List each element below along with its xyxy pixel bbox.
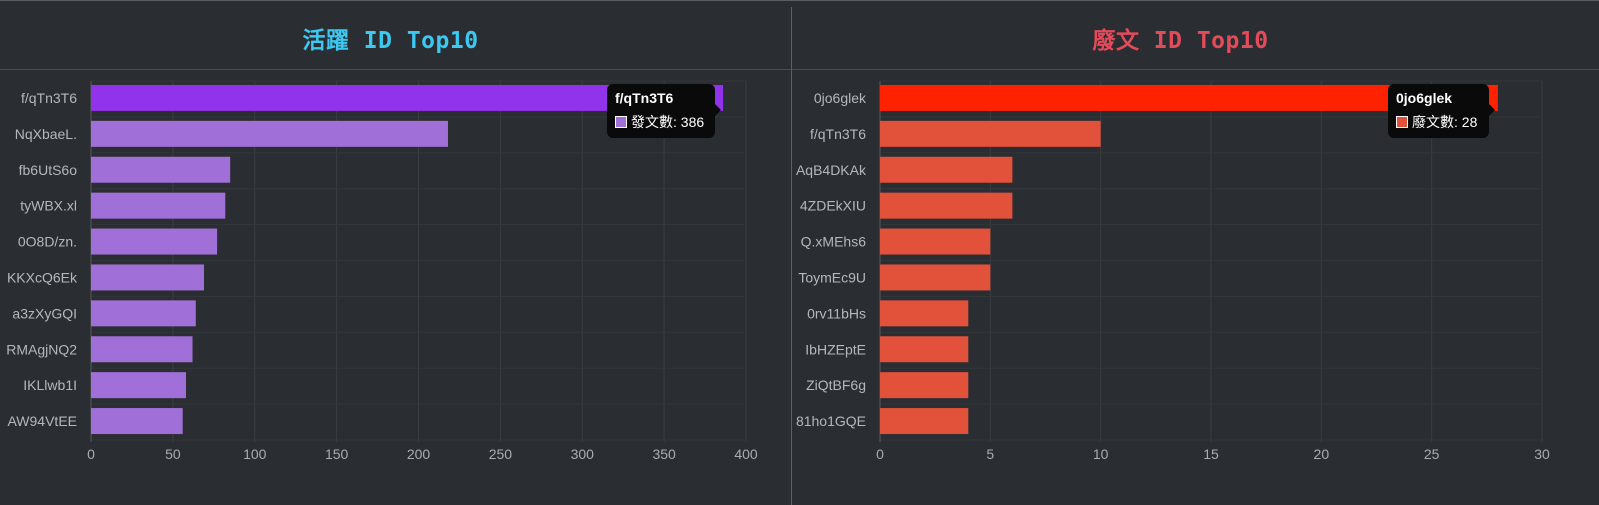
- category-label: 4ZDEkXIU: [800, 198, 866, 214]
- tooltip-value: 28: [1461, 114, 1478, 130]
- category-label: f/qTn3T6: [21, 90, 77, 106]
- x-tick-label: 400: [734, 446, 758, 462]
- x-tick-label: 350: [652, 446, 676, 462]
- bar[interactable]: [880, 336, 969, 363]
- x-tick-label: 150: [325, 446, 349, 462]
- active-id-title: 活躍 ID Top10: [0, 7, 791, 70]
- x-tick-label: 300: [571, 446, 595, 462]
- bar[interactable]: [91, 120, 448, 147]
- category-label: NqXbaeL.: [15, 126, 77, 142]
- bar[interactable]: [91, 192, 226, 219]
- category-label: AW94VtEE: [7, 413, 77, 429]
- category-label: tyWBX.xl: [20, 198, 77, 214]
- tooltip-title: f/qTn3T6: [615, 90, 674, 106]
- x-tick-label: 5: [986, 446, 994, 462]
- spam-id-chart: 0 5 10 15 20 25 30 0jo6glek f/qTn3T6 AqB4DKAk 4ZDE…: [796, 80, 1550, 462]
- active-id-panel: 活躍 ID Top10 0 50 100 150 200 250 300 350 400 f/qT…: [0, 7, 792, 505]
- category-label: a3zXyGQI: [12, 305, 77, 321]
- x-tick-label: 10: [1093, 446, 1109, 462]
- x-tick-label: 0: [876, 446, 884, 462]
- category-label: Q.xMEhs6: [801, 234, 867, 250]
- category-label: f/qTn3T6: [810, 126, 866, 142]
- tooltip-caret: [1489, 104, 1495, 116]
- bar[interactable]: [880, 156, 1013, 183]
- category-label: 81ho1GQE: [796, 413, 866, 429]
- bar[interactable]: [880, 264, 991, 291]
- x-tick-label: 250: [489, 446, 513, 462]
- category-label: ZiQtBF6g: [806, 377, 866, 393]
- category-label: IKLlwb1I: [23, 377, 77, 393]
- category-label: IbHZEptE: [805, 341, 866, 357]
- x-tick-label: 20: [1314, 446, 1330, 462]
- x-tick-label: 0: [87, 446, 95, 462]
- bar[interactable]: [880, 300, 969, 327]
- spam-id-tooltip: 0jo6glek 廢文數: 28: [1388, 84, 1495, 138]
- bar[interactable]: [91, 300, 196, 327]
- bar[interactable]: [880, 372, 969, 399]
- category-label: ToymEc9U: [798, 269, 866, 285]
- tooltip-caret: [715, 104, 721, 116]
- x-tick-label: 25: [1424, 446, 1440, 462]
- category-label: 0rv11bHs: [807, 305, 866, 321]
- tooltip-series-label: 廢文數: [1412, 114, 1454, 130]
- x-tick-label: 15: [1203, 446, 1219, 462]
- active-id-chart: 0 50 100 150 200 250 300 350 400 f/qTn3T6 NqXbaeL.…: [6, 80, 758, 462]
- category-label: 0jo6glek: [814, 90, 867, 106]
- bar[interactable]: [91, 264, 204, 291]
- category-label: 0O8D/zn.: [18, 234, 77, 250]
- x-tick-label: 30: [1534, 446, 1550, 462]
- tooltip-series-label: 發文數: [631, 114, 673, 130]
- tooltip-swatch: [1396, 116, 1408, 128]
- category-label: RMAgjNQ2: [6, 341, 77, 357]
- tooltip-swatch: [615, 116, 627, 128]
- x-tick-label: 50: [165, 446, 181, 462]
- bar[interactable]: [91, 336, 193, 363]
- bar[interactable]: [880, 408, 969, 435]
- category-label: KKXcQ6Ek: [7, 269, 78, 285]
- tooltip-row: 發文數: 386: [615, 112, 706, 132]
- x-tick-label: 200: [407, 446, 431, 462]
- spam-id-panel: 廢文 ID Top10 0 5 10 15 20 25 30 0jo6glek f/qTn3T6…: [792, 7, 1599, 505]
- active-id-tooltip: f/qTn3T6 發文數: 386: [607, 84, 721, 138]
- tooltip-value: 386: [680, 114, 705, 130]
- x-tick-label: 100: [243, 446, 267, 462]
- bar[interactable]: [91, 372, 186, 399]
- bar[interactable]: [880, 228, 991, 255]
- bar[interactable]: [91, 228, 218, 255]
- tooltip-row: 廢文數: 28: [1396, 112, 1480, 132]
- category-label: AqB4DKAk: [796, 162, 867, 178]
- bar[interactable]: [880, 192, 1013, 219]
- bar[interactable]: [91, 408, 183, 435]
- category-label: fb6UtS6o: [19, 162, 78, 178]
- bar[interactable]: [880, 120, 1101, 147]
- bar[interactable]: [91, 156, 231, 183]
- spam-id-title: 廢文 ID Top10: [792, 7, 1599, 70]
- tooltip-title: 0jo6glek: [1396, 90, 1453, 106]
